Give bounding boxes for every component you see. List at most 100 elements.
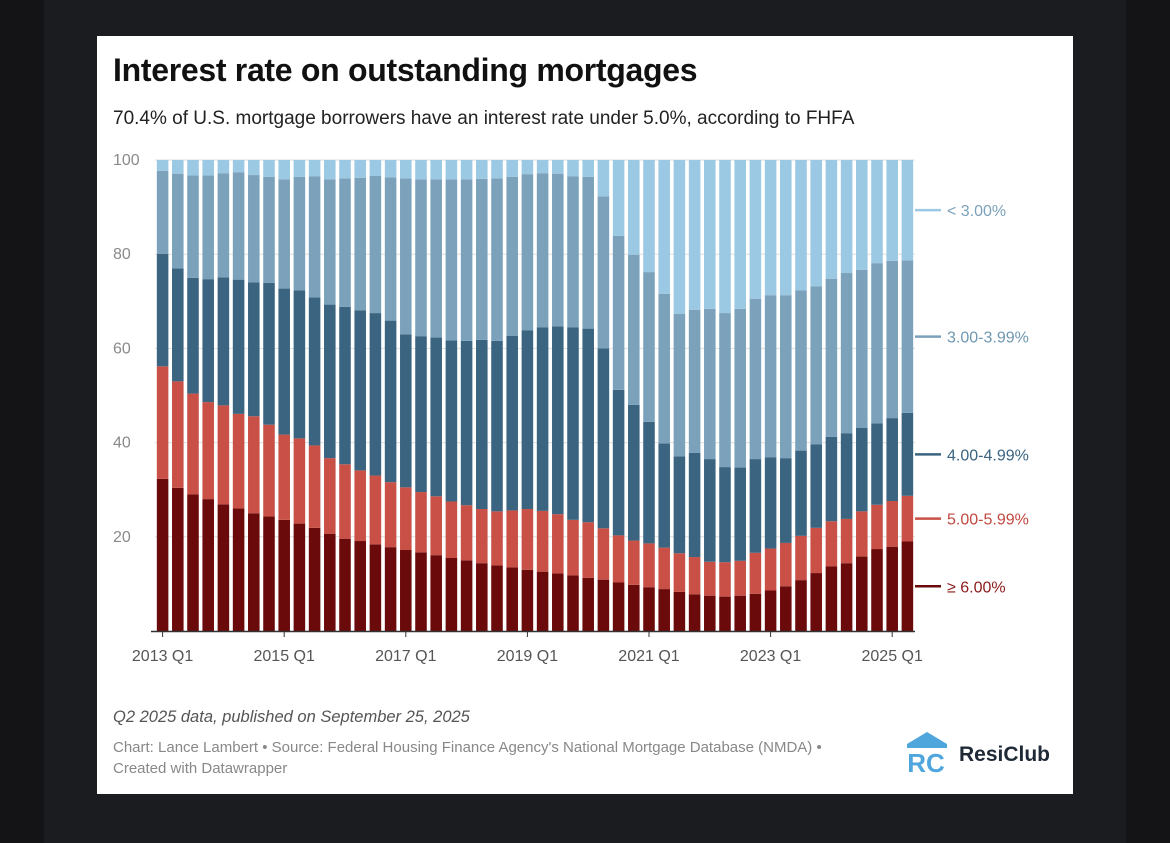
bar-segment <box>567 327 579 520</box>
bar-segment <box>217 173 230 278</box>
bar-segment <box>597 348 610 529</box>
bar-segment <box>415 492 427 553</box>
bar-segment <box>688 452 701 558</box>
bar-segment <box>384 177 397 321</box>
bar-segment <box>263 424 275 517</box>
bar-segment <box>202 402 214 500</box>
bar-segment <box>430 179 442 338</box>
legend-label: 3.00-3.99% <box>947 330 1029 347</box>
bar-segment <box>673 160 686 315</box>
legend-label: 4.00-4.99% <box>947 447 1029 464</box>
bar-segment <box>643 160 655 273</box>
bar-segment <box>217 405 230 505</box>
bar-segment <box>612 160 625 236</box>
bar-segment <box>187 277 199 394</box>
bar-segment <box>612 235 625 390</box>
bar-segment <box>643 421 655 544</box>
bar-stack <box>384 160 397 631</box>
bar-segment <box>369 313 382 476</box>
bar-segment <box>248 175 260 283</box>
bar-segment <box>628 160 640 255</box>
bar-segment <box>445 160 458 180</box>
bar-segment <box>248 282 260 417</box>
bar-segment <box>536 571 549 631</box>
bar-stack <box>856 160 868 631</box>
bar-segment <box>248 160 260 176</box>
bar-segment <box>491 511 503 566</box>
bar-segment <box>567 519 579 576</box>
resiclub-logo-icon: RC <box>907 732 947 776</box>
bar-stack <box>704 160 716 631</box>
bar-segment <box>400 334 412 488</box>
bar-segment <box>430 337 442 497</box>
bar-segment <box>749 552 762 594</box>
legend-label: ≥ 6.00% <box>947 579 1006 596</box>
bar-segment <box>339 178 351 307</box>
bar-segment <box>567 160 579 177</box>
bar-segment <box>780 586 792 631</box>
bar-segment <box>780 295 792 459</box>
bar-stack <box>628 160 640 631</box>
right-backdrop <box>1126 0 1170 843</box>
x-tick-label: 2025 Q1 <box>862 648 923 665</box>
bar-stack <box>460 160 473 631</box>
x-tick-label: 2023 Q1 <box>740 648 801 665</box>
bar-segment <box>780 458 792 543</box>
bar-segment <box>187 160 199 176</box>
bar-segment <box>719 596 731 631</box>
bar-segment <box>217 160 230 174</box>
bar-segment <box>308 160 321 177</box>
bar-stack <box>172 160 184 631</box>
bar-segment <box>445 179 458 341</box>
bar-segment <box>871 263 883 424</box>
bar-segment <box>567 176 579 328</box>
bar-segment <box>384 547 397 631</box>
bar-segment <box>476 178 488 340</box>
bar-segment <box>400 178 412 335</box>
bar-segment <box>476 563 488 631</box>
bar-segment <box>704 561 716 596</box>
bar-segment <box>460 340 473 506</box>
bar-segment <box>324 458 336 534</box>
bar-segment <box>293 438 306 524</box>
bar-segment <box>688 557 701 595</box>
bar-segment <box>202 279 214 403</box>
bar-segment <box>552 573 564 631</box>
bar-segment <box>278 519 290 631</box>
series-legend: ≥ 6.00% 5.00-5.99% 4.00-4.99% 3.00-3.99% < 3… <box>915 203 1029 596</box>
y-tick-label: 80 <box>113 246 131 263</box>
bar-segment <box>810 444 822 528</box>
bar-segment <box>187 175 199 278</box>
bar-segment <box>248 513 260 631</box>
bar-segment <box>612 582 625 631</box>
bar-segment <box>780 542 792 587</box>
bar-segment <box>886 546 898 631</box>
bar-segment <box>871 504 883 550</box>
bar-segment <box>308 176 321 298</box>
bar-segment <box>521 330 534 510</box>
bar-segment <box>795 580 807 631</box>
bar-segment <box>400 549 412 631</box>
bar-stack <box>658 160 670 631</box>
bar-segment <box>506 567 518 631</box>
bar-segment <box>734 560 746 596</box>
bar-segment <box>764 295 777 458</box>
bar-segment <box>688 160 701 310</box>
bar-stack <box>308 160 321 631</box>
bar-stack <box>810 160 822 631</box>
bar-segment <box>658 443 670 548</box>
bar-segment <box>856 160 868 270</box>
bar-segment <box>293 160 306 177</box>
bar-segment <box>491 340 503 512</box>
x-tick-label: 2021 Q1 <box>618 648 679 665</box>
bar-segment <box>871 549 883 631</box>
bar-segment <box>688 309 701 453</box>
bar-segment <box>263 160 275 177</box>
bar-segment <box>810 286 822 445</box>
legend-label: < 3.00% <box>947 203 1006 220</box>
bar-segment <box>324 304 336 459</box>
bar-segment <box>597 579 610 631</box>
bar-segment <box>263 282 275 425</box>
bar-segment <box>658 293 670 444</box>
bar-segment <box>415 552 427 631</box>
